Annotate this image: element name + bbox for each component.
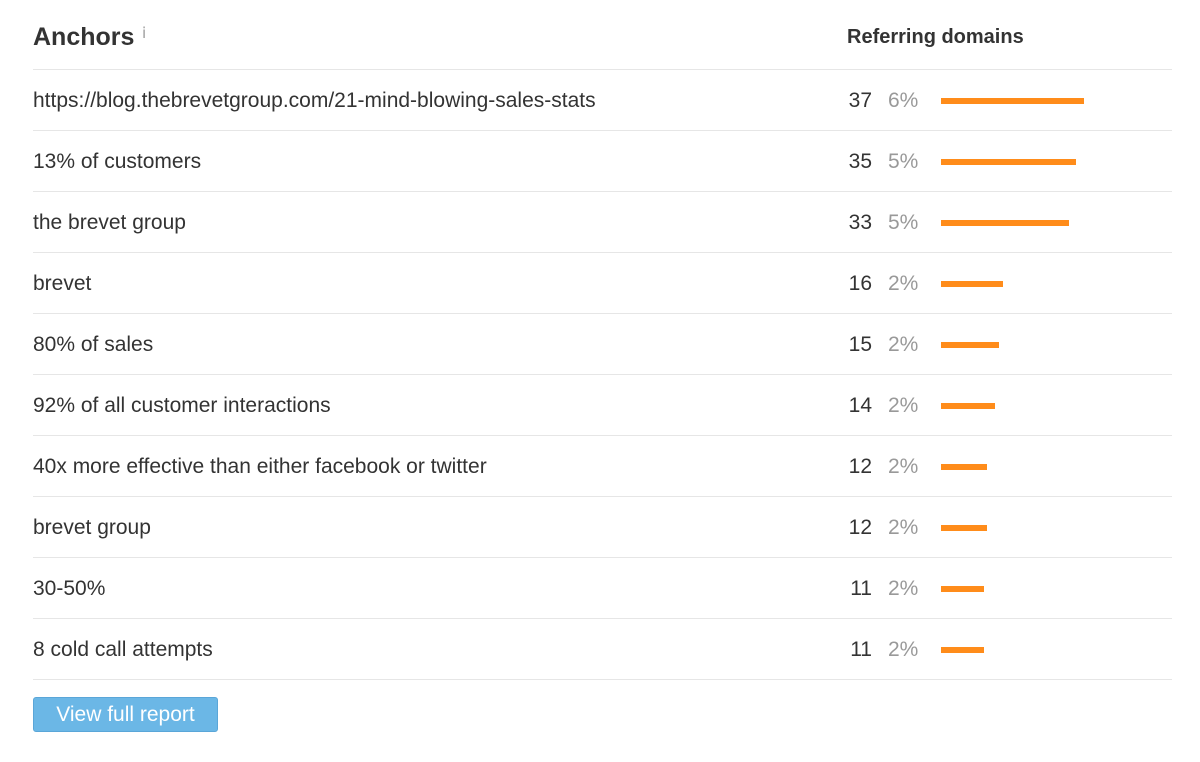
referring-domains-percent: 2% [888, 394, 919, 417]
share-bar [941, 586, 984, 592]
anchor-text: the brevet group [33, 211, 186, 234]
referring-domains-count[interactable]: 11 [850, 638, 872, 661]
referring-domains-count[interactable]: 12 [848, 516, 872, 539]
view-full-report-button[interactable]: View full report [33, 697, 218, 732]
referring-domains-percent: 6% [888, 89, 919, 112]
referring-domains-percent: 2% [888, 516, 919, 539]
table-row: 92% of all customer interactions 14 2% [33, 375, 1172, 436]
referring-domains-count[interactable]: 33 [848, 211, 872, 234]
anchor-text: https://blog.thebrevetgroup.com/21-mind-… [33, 89, 596, 112]
referring-domains-percent: 2% [888, 333, 919, 356]
referring-domains-percent: 2% [888, 577, 919, 600]
table-row: brevet group 12 2% [33, 497, 1172, 558]
share-bar [941, 525, 987, 531]
referring-domains-count[interactable]: 12 [848, 455, 872, 478]
referring-domains-count[interactable]: 15 [848, 333, 872, 356]
table-row: 40x more effective than either facebook … [33, 436, 1172, 497]
anchor-text: brevet [33, 272, 92, 295]
anchors-header: Anchors i Referring domains [33, 0, 1172, 70]
referring-domains-percent: 2% [888, 638, 919, 661]
anchor-text: 13% of customers [33, 150, 202, 173]
table-row: 8 cold call attempts 11 2% [33, 619, 1172, 680]
anchor-text: 92% of all customer interactions [33, 394, 331, 417]
share-bar [941, 647, 984, 653]
referring-domains-count[interactable]: 14 [848, 394, 872, 417]
table-row: 80% of sales 15 2% [33, 314, 1172, 375]
referring-domains-percent: 5% [888, 150, 919, 173]
share-bar [941, 281, 1003, 287]
share-bar [941, 342, 999, 348]
info-icon[interactable]: i [142, 24, 147, 42]
share-bar [941, 464, 987, 470]
anchor-text: 8 cold call attempts [33, 638, 213, 661]
anchor-text: 40x more effective than either facebook … [33, 455, 487, 478]
share-bar [941, 98, 1084, 104]
referring-domains-count[interactable]: 16 [848, 272, 872, 295]
table-row: the brevet group 33 5% [33, 192, 1172, 253]
anchors-panel: Anchors i Referring domains https://blog… [33, 0, 1172, 732]
referring-domains-percent: 5% [888, 211, 919, 234]
anchor-text: brevet group [33, 516, 151, 539]
share-bar [941, 220, 1069, 226]
table-row: 13% of customers 35 5% [33, 131, 1172, 192]
referring-domains-percent: 2% [888, 455, 919, 478]
referring-domains-count[interactable]: 37 [848, 89, 872, 112]
panel-title: Anchors [33, 23, 135, 51]
referring-domains-percent: 2% [888, 272, 919, 295]
share-bar [941, 159, 1076, 165]
referring-domains-count[interactable]: 11 [850, 577, 872, 600]
anchors-table: https://blog.thebrevetgroup.com/21-mind-… [33, 70, 1172, 680]
anchor-text: 30-50% [33, 577, 106, 600]
table-row: 30-50% 11 2% [33, 558, 1172, 619]
referring-domains-header[interactable]: Referring domains [847, 26, 1024, 48]
anchor-text: 80% of sales [33, 333, 154, 356]
share-bar [941, 403, 995, 409]
table-row: https://blog.thebrevetgroup.com/21-mind-… [33, 70, 1172, 131]
referring-domains-count[interactable]: 35 [848, 150, 872, 173]
table-row: brevet 16 2% [33, 253, 1172, 314]
